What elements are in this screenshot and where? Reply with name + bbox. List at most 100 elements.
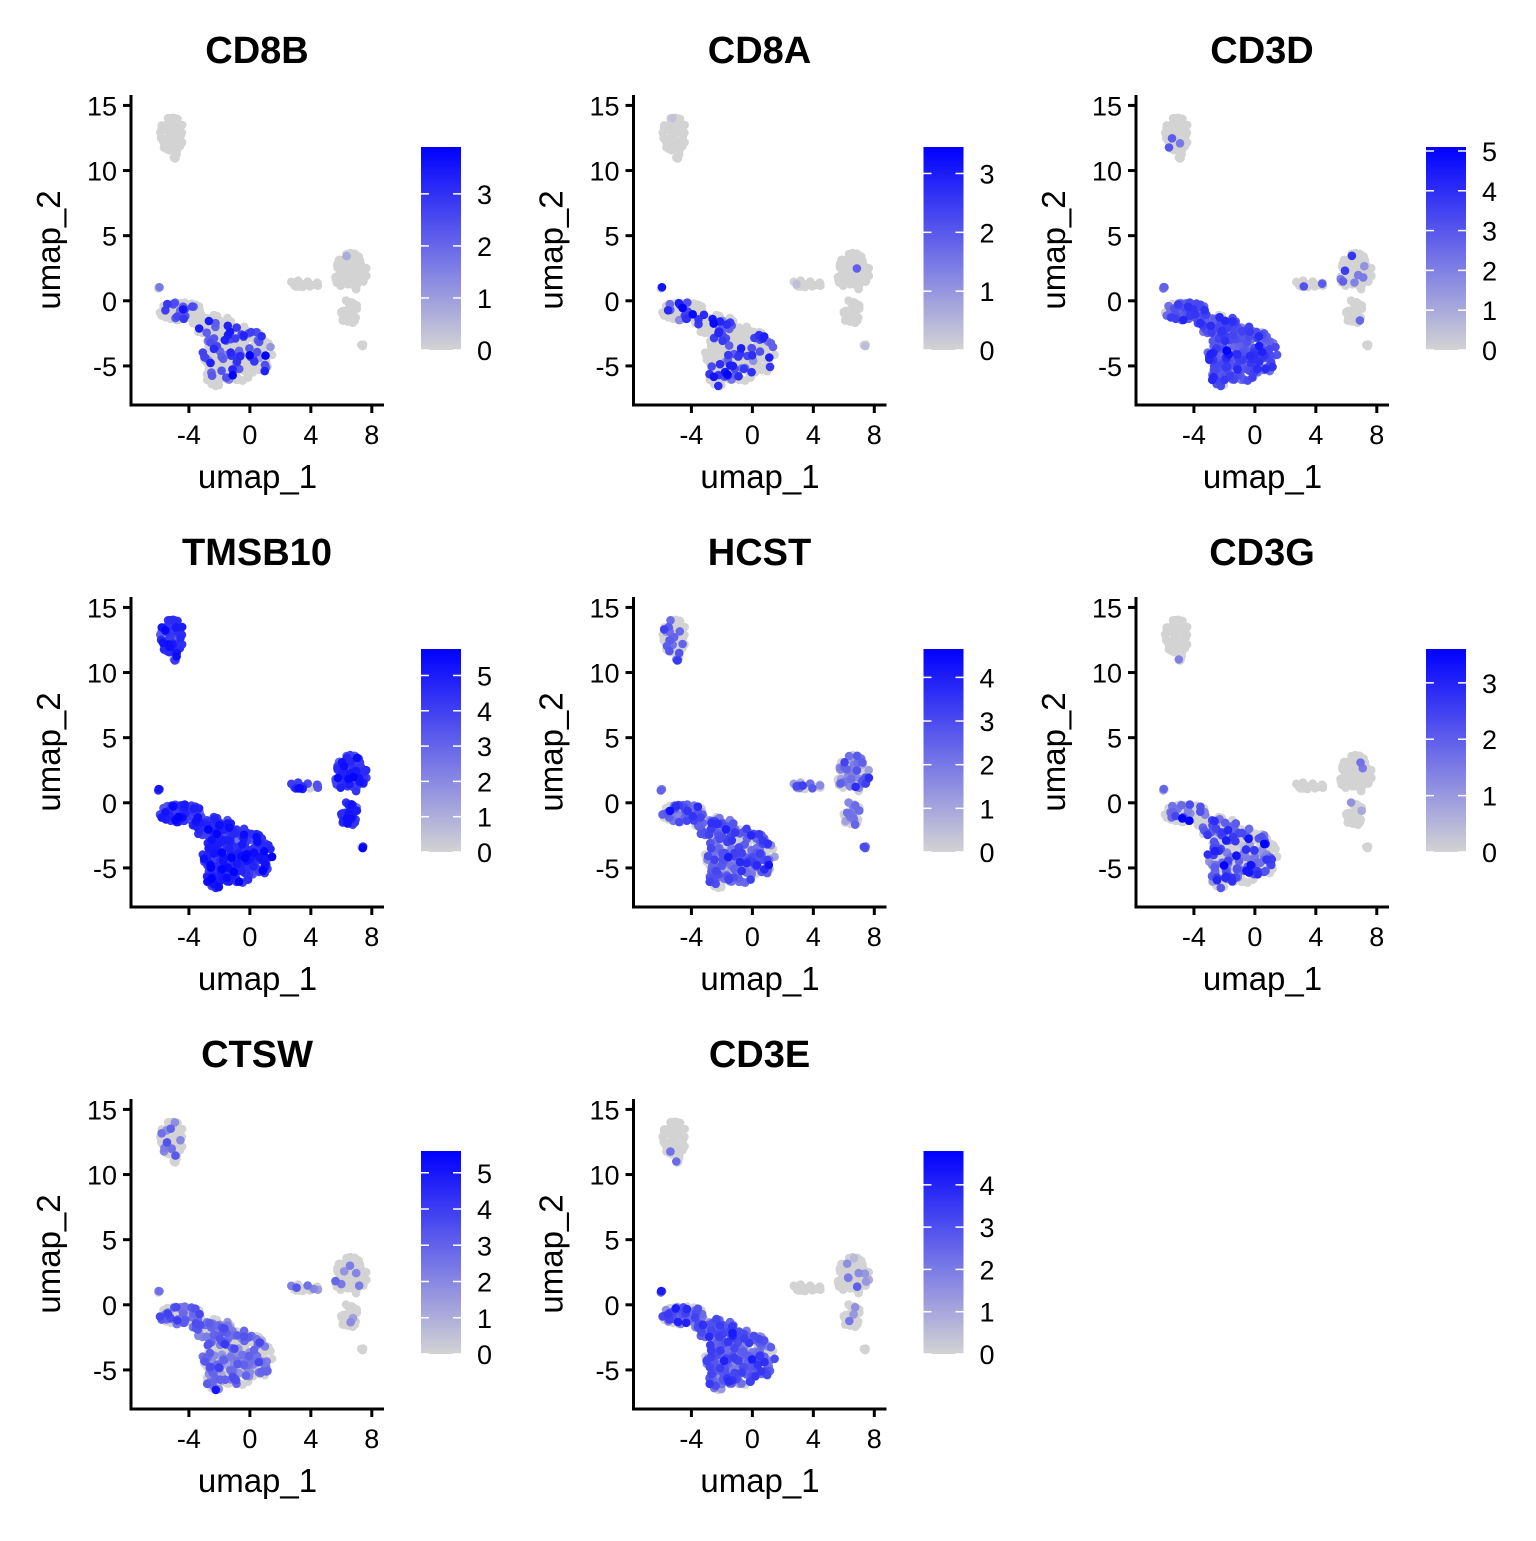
y-tick-label: 5 — [102, 222, 117, 252]
x-tick-label: 8 — [364, 1424, 379, 1454]
cell-point — [1222, 836, 1231, 845]
colorbar-tick-label: 5 — [477, 1159, 492, 1189]
y-tick-label: 15 — [589, 593, 619, 623]
cell-point — [174, 813, 183, 822]
cell-point — [736, 858, 745, 867]
cell-point — [753, 861, 762, 870]
x-tick-label: -4 — [679, 922, 703, 952]
y-tick-label: -5 — [1098, 854, 1122, 884]
cell-point — [1253, 365, 1262, 374]
cell-point — [1357, 806, 1366, 815]
cell-point — [1211, 847, 1220, 856]
x-tick-label: 0 — [745, 922, 760, 952]
x-tick-label: -4 — [1182, 922, 1206, 952]
colorbar-tick-label: 4 — [980, 663, 995, 693]
x-tick-label: -4 — [177, 922, 201, 952]
x-tick-label: 0 — [1247, 922, 1262, 952]
cell-point — [331, 1277, 340, 1286]
cell-point — [215, 883, 224, 892]
cell-point — [200, 854, 209, 863]
y-tick-label: 5 — [102, 1226, 117, 1256]
cell-point — [760, 332, 769, 341]
cell-point — [1250, 846, 1259, 855]
cell-point — [163, 1138, 172, 1147]
cell-point — [221, 1340, 230, 1349]
cell-point — [1232, 819, 1241, 828]
colorbar-tick-label: 0 — [477, 336, 492, 366]
y-tick-label: 0 — [102, 789, 117, 819]
cell-point — [346, 1261, 355, 1270]
y-tick-label: 15 — [87, 1095, 117, 1125]
points — [1159, 616, 1376, 893]
x-tick-label: 0 — [745, 420, 760, 450]
cell-point — [219, 1356, 228, 1365]
cell-point — [746, 875, 755, 884]
cell-point — [1166, 123, 1175, 132]
cell-point — [222, 874, 231, 883]
points — [154, 114, 371, 391]
x-tick-label: 4 — [303, 420, 318, 450]
cell-point — [161, 626, 170, 635]
y-tick-label: 15 — [1092, 593, 1122, 623]
x-tick-label: 4 — [806, 922, 821, 952]
cell-point — [812, 1285, 821, 1294]
y-tick-label: -5 — [93, 352, 117, 382]
cell-point — [359, 266, 368, 275]
cell-point — [1348, 252, 1357, 261]
cell-point — [664, 123, 673, 132]
cell-point — [740, 326, 749, 335]
cell-point — [1180, 129, 1189, 138]
cell-point — [1362, 341, 1371, 350]
cell-point — [1209, 373, 1218, 382]
colorbar-tick-label: 4 — [477, 1195, 492, 1225]
cell-point — [208, 371, 217, 380]
cell-point — [1218, 326, 1227, 335]
cell-point — [356, 256, 365, 265]
cell-point — [268, 853, 277, 862]
cell-point — [233, 1360, 242, 1369]
cell-point — [346, 1282, 355, 1291]
cell-point — [862, 1277, 871, 1286]
cell-point — [1176, 139, 1185, 148]
cell-point — [253, 837, 262, 846]
cell-point — [860, 843, 869, 852]
cell-point — [847, 775, 856, 784]
cell-point — [715, 328, 724, 337]
cell-point — [665, 636, 674, 645]
cell-point — [673, 656, 682, 665]
cell-point — [260, 847, 269, 856]
cell-point — [1350, 766, 1359, 775]
cell-point — [862, 273, 871, 282]
x-tick-label: 0 — [242, 420, 257, 450]
cell-point — [1206, 322, 1215, 331]
cell-point — [677, 129, 686, 138]
y-tick-label: -5 — [93, 1356, 117, 1386]
cell-point — [731, 828, 740, 837]
cell-point — [1160, 283, 1169, 292]
cell-point — [249, 368, 258, 377]
x-tick-label: 8 — [1369, 922, 1384, 952]
cell-point — [1356, 316, 1365, 325]
cell-point — [227, 853, 236, 862]
cell-point — [853, 752, 862, 761]
colorbar-tick-label: 3 — [477, 1231, 492, 1261]
cell-point — [161, 123, 170, 132]
cell-point — [1164, 638, 1173, 647]
cell-point — [710, 856, 719, 865]
cell-point — [714, 382, 723, 391]
cell-point — [359, 1270, 368, 1279]
cell-point — [700, 311, 709, 320]
cell-point — [694, 802, 703, 811]
cell-point — [220, 1324, 229, 1333]
x-tick-label: 4 — [806, 420, 821, 450]
cell-point — [836, 272, 845, 281]
cell-point — [1200, 306, 1209, 315]
cell-point — [1168, 134, 1177, 143]
x-tick-label: 0 — [242, 922, 257, 952]
panel-title: CD3E — [709, 1034, 810, 1076]
y-tick-label: 5 — [1107, 724, 1122, 754]
cell-point — [723, 370, 732, 379]
cell-point — [334, 272, 343, 281]
cell-point — [164, 1310, 173, 1319]
